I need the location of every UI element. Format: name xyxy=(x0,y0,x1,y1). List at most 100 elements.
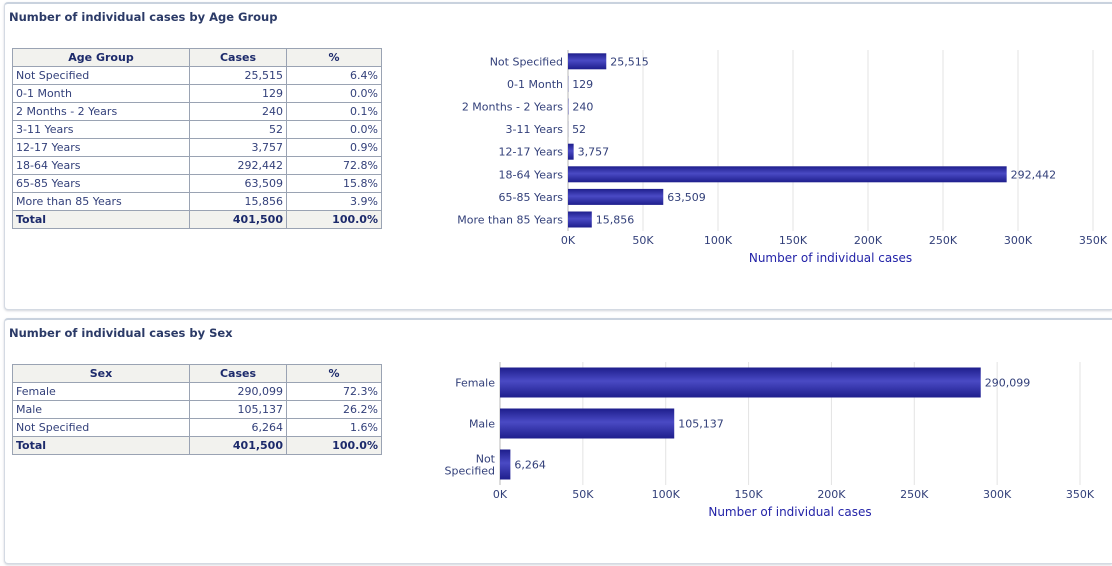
x-tick-label: 150K xyxy=(734,488,763,501)
cell-label: Not Specified xyxy=(12,66,190,85)
x-axis-title: Number of individual cases xyxy=(749,251,912,265)
data-label: 290,099 xyxy=(985,377,1031,390)
cell-cases: 52 xyxy=(189,120,287,139)
cell-label: 3-11 Years xyxy=(12,120,190,139)
cell-label: More than 85 Years xyxy=(12,192,190,211)
cell-percent: 0.0% xyxy=(286,84,382,103)
bar[interactable] xyxy=(568,53,607,70)
x-tick-label: 250K xyxy=(929,234,958,247)
category-label: More than 85 Years xyxy=(457,214,563,227)
bar[interactable] xyxy=(568,188,664,205)
data-label: 240 xyxy=(572,101,593,114)
category-label: Not Specified xyxy=(490,55,563,68)
cell-percent: 100.0% xyxy=(286,436,382,455)
cell-cases: 105,137 xyxy=(189,400,287,419)
bar[interactable] xyxy=(568,166,1007,183)
x-tick-label: 0K xyxy=(561,234,576,247)
x-tick-label: 350K xyxy=(1079,234,1108,247)
cell-percent: 0.0% xyxy=(286,120,382,139)
bar[interactable] xyxy=(568,211,592,228)
bar[interactable] xyxy=(568,143,574,160)
total-row: Total 401,500 100.0% xyxy=(12,210,382,229)
total-row: Total 401,500 100.0% xyxy=(12,436,382,455)
table-row: 65-85 Years 63,509 15.8% xyxy=(12,174,382,193)
cell-cases: 240 xyxy=(189,102,287,121)
age-group-bar-chart: 0K 50K 100K 150K 200K 250K 300K 350K 25,515 Not S… xyxy=(457,50,1108,265)
sex-panel: Number of individual cases by Sex Sex Ca… xyxy=(4,318,1112,564)
cell-label: 12-17 Years xyxy=(12,138,190,157)
category-label: 0-1 Month xyxy=(507,78,563,91)
data-label: 15,856 xyxy=(596,214,635,227)
cell-cases: 401,500 xyxy=(189,210,287,229)
category-label: 12-17 Years xyxy=(499,146,564,159)
column-header-age-group[interactable]: Age Group xyxy=(12,48,190,67)
cell-cases: 6,264 xyxy=(189,418,287,437)
category-label: 65-85 Years xyxy=(499,191,564,204)
bar[interactable] xyxy=(500,367,981,398)
cell-label: Total xyxy=(12,436,190,455)
cell-cases: 292,442 xyxy=(189,156,287,175)
x-tick-label: 100K xyxy=(652,488,681,501)
cell-percent: 72.8% xyxy=(286,156,382,175)
cell-label: Not Specified xyxy=(12,418,190,437)
table-row: Not Specified 25,515 6.4% xyxy=(12,66,382,85)
table-row: Male 105,137 26.2% xyxy=(12,400,382,419)
cell-label: 65-85 Years xyxy=(12,174,190,193)
table-row: Not Specified 6,264 1.6% xyxy=(12,418,382,437)
age-group-panel: Number of individual cases by Age Group … xyxy=(4,2,1112,310)
panel-title: Number of individual cases by Age Group xyxy=(9,10,278,24)
cell-percent: 0.1% xyxy=(286,102,382,121)
x-tick-label: 50K xyxy=(572,488,594,501)
category-label: Male xyxy=(469,418,495,431)
cell-percent: 3.9% xyxy=(286,192,382,211)
cell-label: Male xyxy=(12,400,190,419)
table-row: More than 85 Years 15,856 3.9% xyxy=(12,192,382,211)
cell-percent: 6.4% xyxy=(286,66,382,85)
data-label: 52 xyxy=(572,123,586,136)
bar[interactable] xyxy=(500,408,675,439)
cell-label: Total xyxy=(12,210,190,229)
category-label: 18-64 Years xyxy=(499,168,564,181)
data-label: 292,442 xyxy=(1011,168,1057,181)
x-tick-label: 300K xyxy=(983,488,1012,501)
category-label: 2 Months - 2 Years xyxy=(462,101,563,114)
cell-cases: 3,757 xyxy=(189,138,287,157)
table-row: Female 290,099 72.3% xyxy=(12,382,382,401)
table-header-row: Sex Cases % xyxy=(12,364,382,383)
column-header-cases[interactable]: Cases xyxy=(189,364,287,383)
category-label: 3-11 Years xyxy=(506,123,564,136)
table-header-row: Age Group Cases % xyxy=(12,48,382,67)
cell-cases: 129 xyxy=(189,84,287,103)
column-header-percent[interactable]: % xyxy=(286,364,382,383)
category-label: Not Specified xyxy=(444,453,495,478)
data-label: 6,264 xyxy=(514,459,546,472)
cell-cases: 401,500 xyxy=(189,436,287,455)
sex-table: Sex Cases % Female 290,099 72.3% Male 105,1… xyxy=(12,364,382,455)
x-tick-label: 150K xyxy=(779,234,808,247)
table-row: 2 Months - 2 Years 240 0.1% xyxy=(12,102,382,121)
table-row: 3-11 Years 52 0.0% xyxy=(12,120,382,139)
cell-percent: 1.6% xyxy=(286,418,382,437)
x-axis-title: Number of individual cases xyxy=(708,505,871,519)
column-header-cases[interactable]: Cases xyxy=(189,48,287,67)
data-label: 63,509 xyxy=(667,191,706,204)
bar[interactable] xyxy=(500,449,511,480)
panel-title: Number of individual cases by Sex xyxy=(9,326,233,340)
cell-percent: 100.0% xyxy=(286,210,382,229)
data-label: 25,515 xyxy=(610,55,649,68)
x-tick-label: 50K xyxy=(632,234,654,247)
x-tick-label: 200K xyxy=(817,488,846,501)
column-header-sex[interactable]: Sex xyxy=(12,364,190,383)
cell-percent: 0.9% xyxy=(286,138,382,157)
table-row: 0-1 Month 129 0.0% xyxy=(12,84,382,103)
age-group-table: Age Group Cases % Not Specified 25,515 6.4… xyxy=(12,48,382,229)
x-tick-label: 300K xyxy=(1004,234,1033,247)
cell-percent: 26.2% xyxy=(286,400,382,419)
table-row: 18-64 Years 292,442 72.8% xyxy=(12,156,382,175)
category-label: Female xyxy=(455,377,495,390)
column-header-percent[interactable]: % xyxy=(286,48,382,67)
cell-cases: 25,515 xyxy=(189,66,287,85)
x-tick-label: 200K xyxy=(854,234,883,247)
data-label: 105,137 xyxy=(678,418,724,431)
data-label: 3,757 xyxy=(578,146,610,159)
